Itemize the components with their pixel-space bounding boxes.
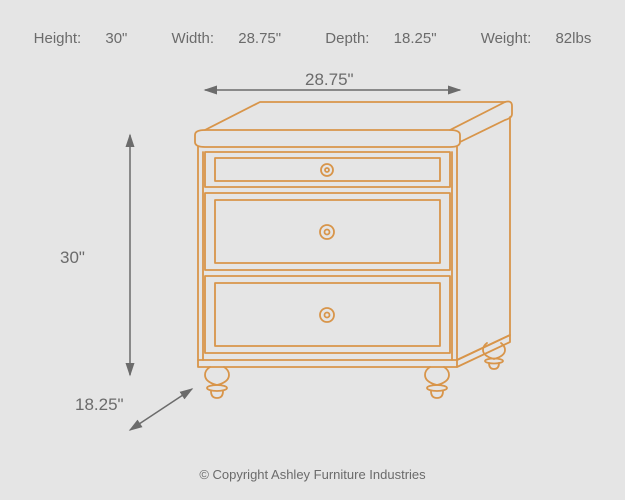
width-label: Width: — [172, 30, 215, 47]
width-value: 28.75" — [238, 30, 281, 47]
copyright-text: © Copyright Ashley Furniture Industries — [0, 467, 625, 482]
weight-label: Weight: — [481, 30, 532, 47]
dimension-lines — [130, 90, 460, 430]
spec-header: Height: 30" Width: 28.75" Depth: 18.25" … — [0, 30, 625, 47]
depth-dimension-label: 18.25" — [75, 395, 124, 415]
depth-spec: Depth: 18.25" — [315, 30, 450, 47]
depth-value: 18.25" — [394, 30, 437, 47]
foot-front-right — [425, 367, 449, 398]
height-spec: Height: 30" — [24, 30, 142, 47]
height-dimension-label: 30" — [60, 248, 85, 268]
width-spec: Width: 28.75" — [162, 30, 296, 47]
height-value: 30" — [105, 30, 127, 47]
weight-value: 82lbs — [555, 30, 591, 47]
depth-label: Depth: — [325, 30, 369, 47]
weight-spec: Weight: 82lbs — [471, 30, 602, 47]
nightstand-drawing — [195, 102, 512, 399]
width-dimension-label: 28.75" — [305, 70, 354, 90]
height-label: Height: — [34, 30, 82, 47]
foot-front-left — [205, 367, 229, 398]
